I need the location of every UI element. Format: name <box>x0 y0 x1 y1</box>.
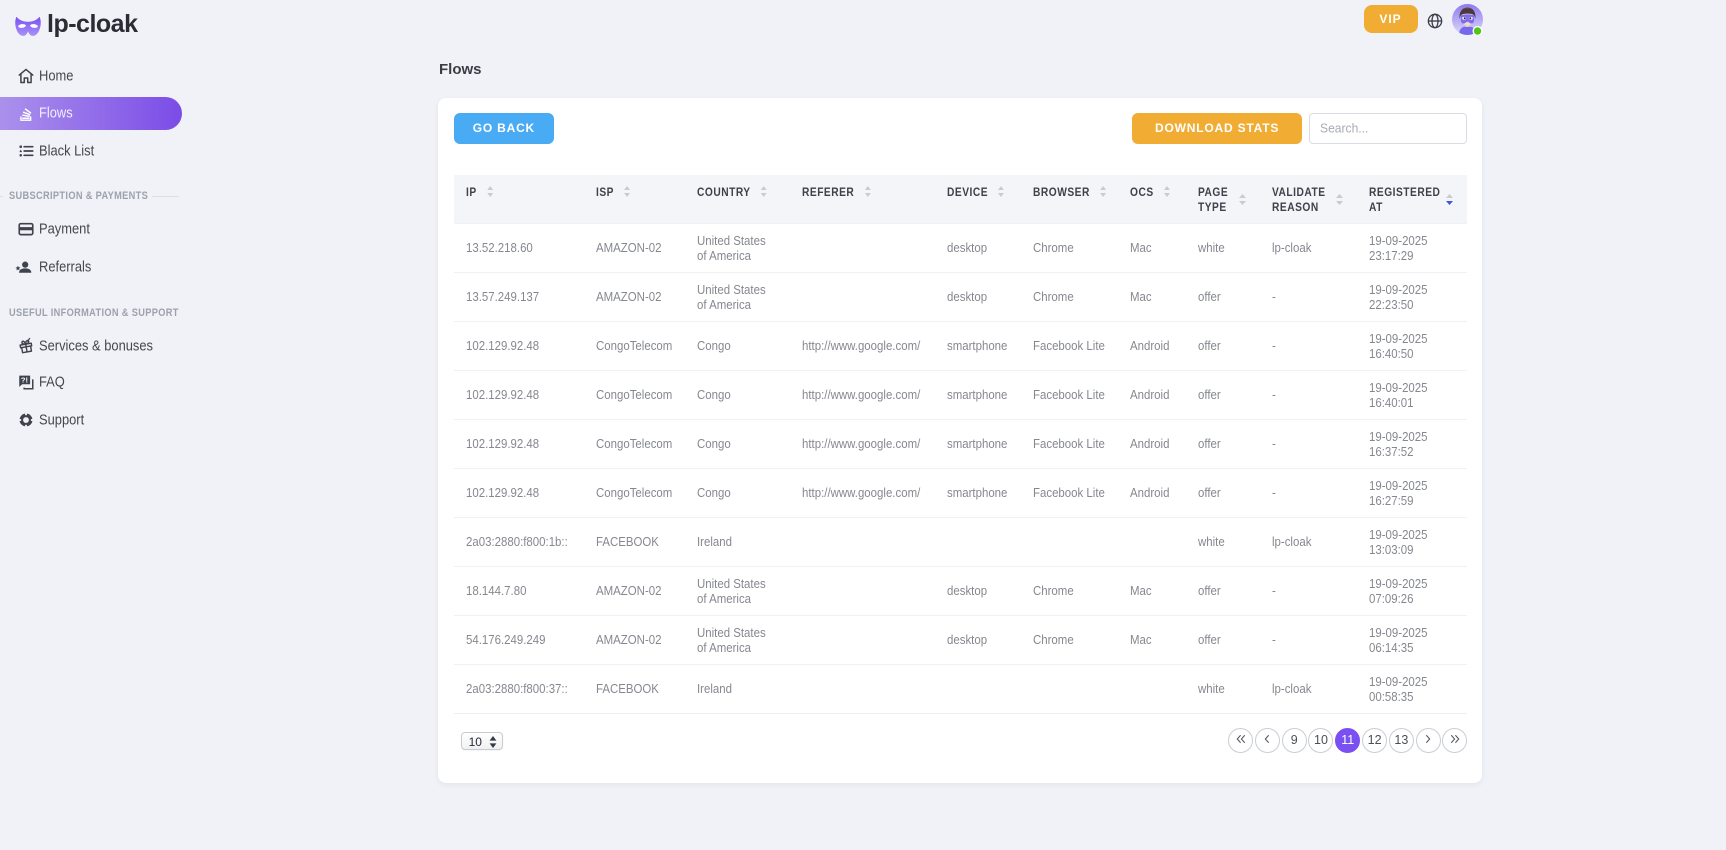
svg-text:?!: ?! <box>21 376 28 385</box>
